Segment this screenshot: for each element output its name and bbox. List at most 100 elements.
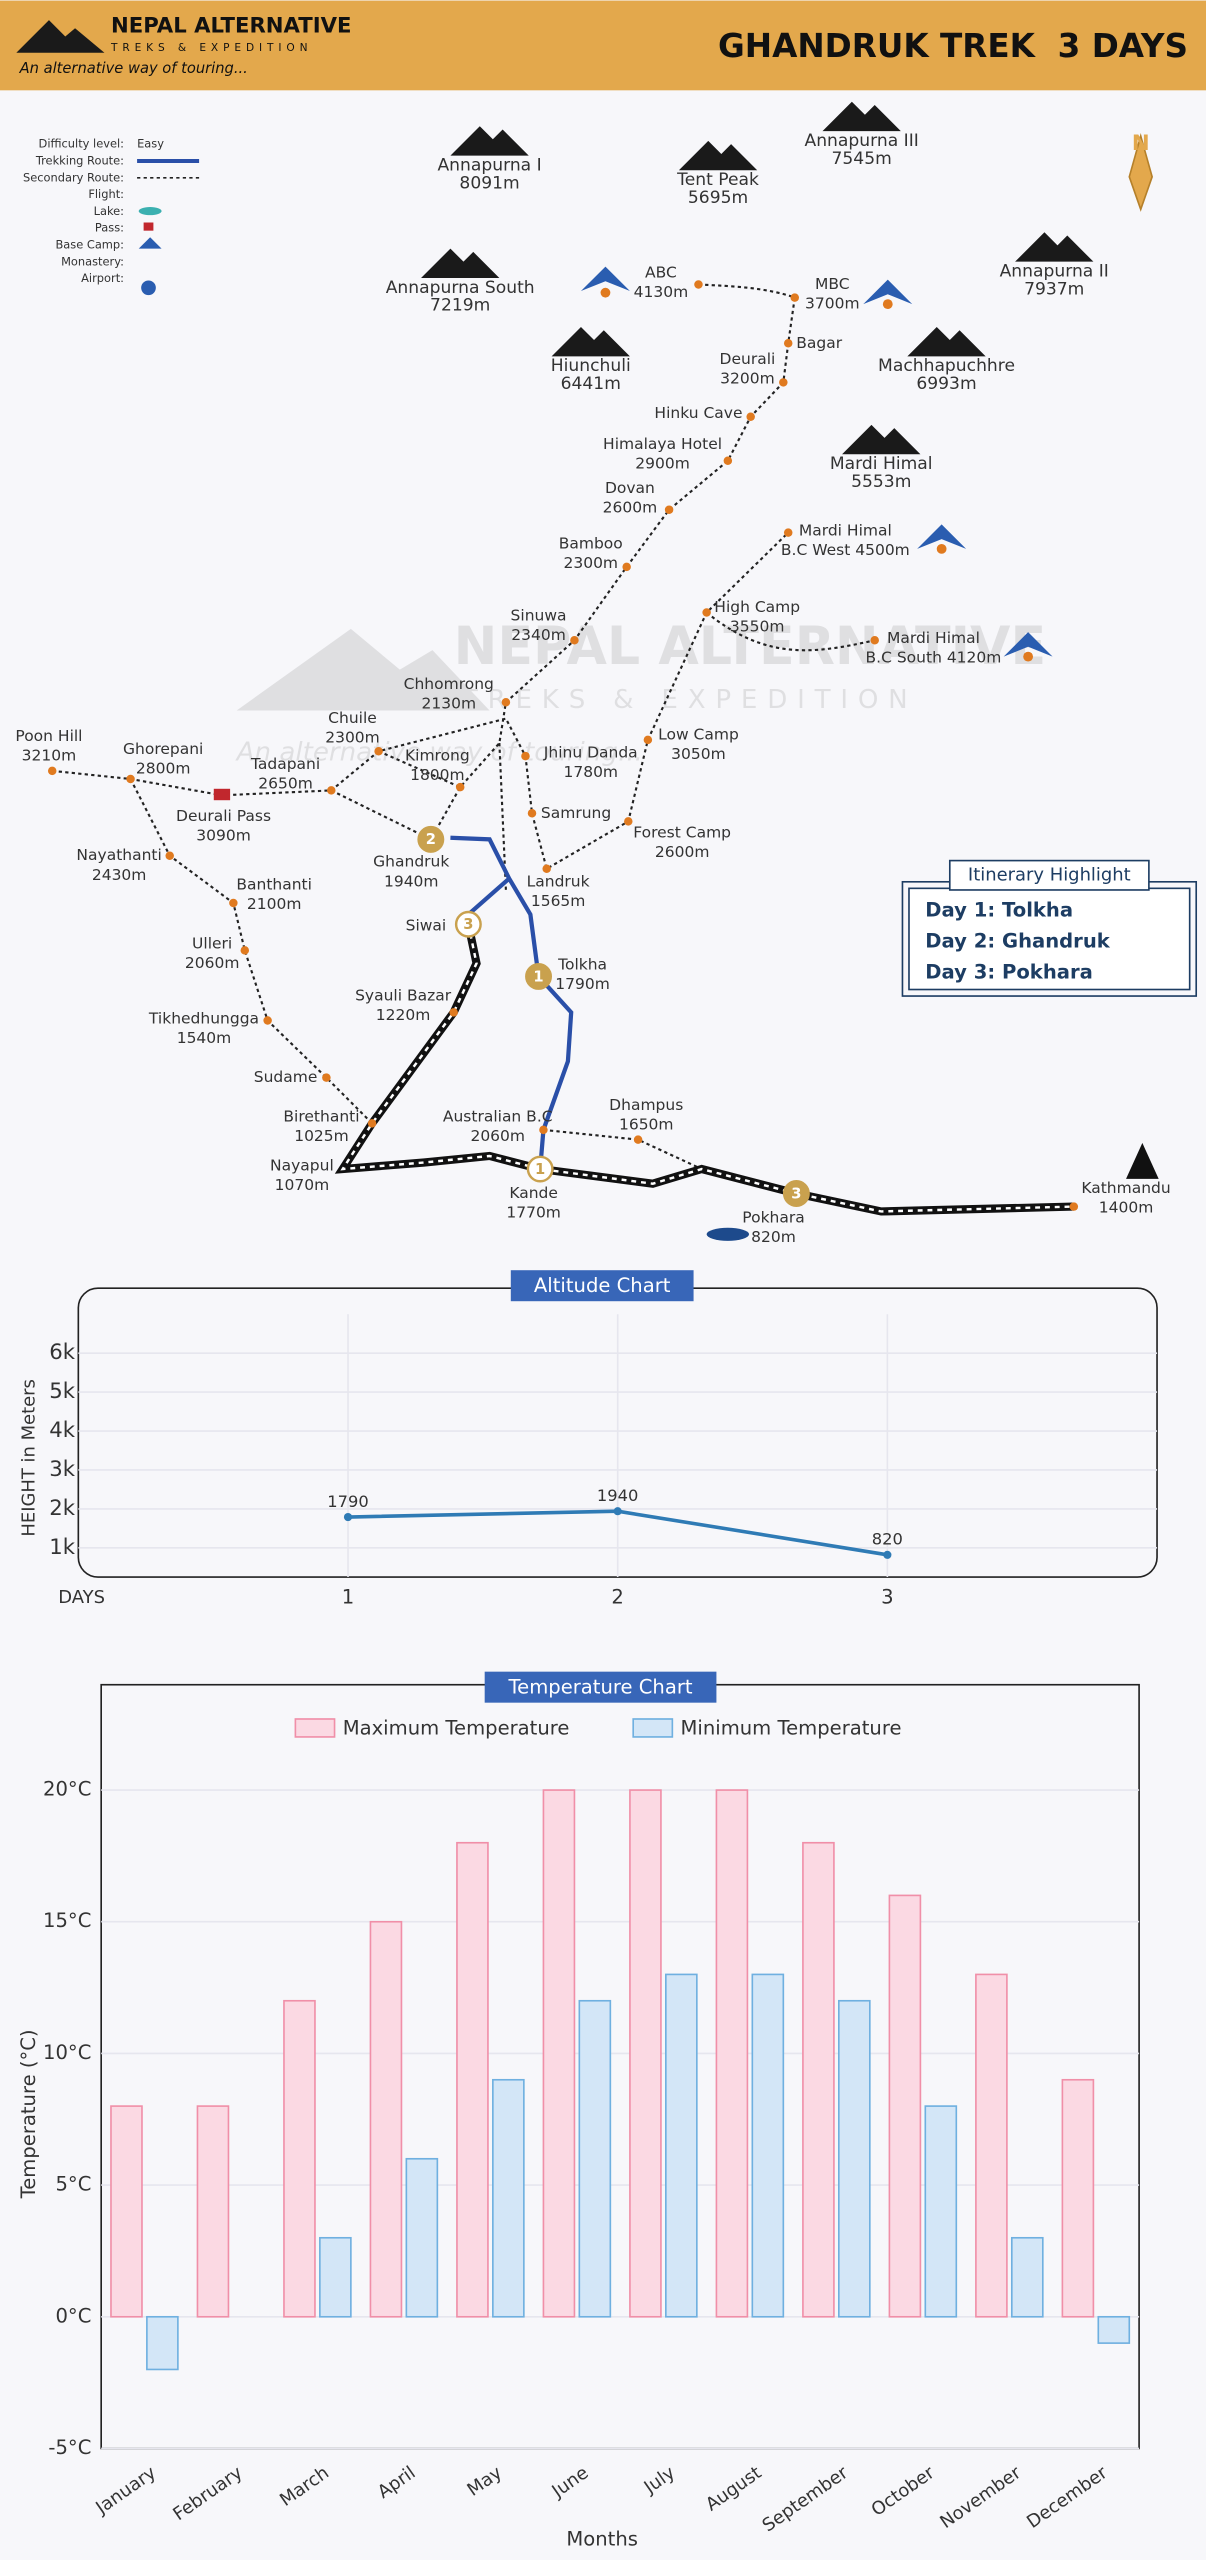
- place-dot: [542, 864, 551, 873]
- y-tick-label: 5°C: [55, 2173, 91, 2196]
- bar: [146, 2315, 179, 2371]
- place-altitude: 3550m: [730, 618, 785, 636]
- bar: [369, 1920, 403, 2318]
- place-dot: [367, 1119, 377, 1128]
- place-dot: [263, 1016, 272, 1025]
- place-altitude: 2650m: [258, 774, 313, 792]
- place-dot: [694, 280, 703, 289]
- place-name: Australian B.C: [443, 1107, 553, 1125]
- place-name: Kimrong: [405, 747, 470, 765]
- place-name: Himalaya Hotel: [603, 435, 722, 453]
- y-tick-label: 10°C: [43, 2041, 91, 2064]
- base-camp: [917, 524, 967, 549]
- place-name: Sinuwa: [511, 606, 567, 624]
- place-altitude: 1940m: [384, 872, 439, 890]
- place-dot: [322, 1073, 331, 1082]
- y-tick-label: -5°C: [48, 2436, 91, 2459]
- place-altitude: 1565m: [531, 892, 586, 910]
- y-tick-label: 6k: [49, 1340, 75, 1365]
- place-name: Ulleri: [192, 934, 232, 952]
- place-dot: [527, 809, 537, 818]
- legend-base: [138, 237, 162, 249]
- bar: [1097, 2315, 1131, 2344]
- value-label: 820: [872, 1530, 903, 1549]
- place-name: Poon Hill: [15, 727, 82, 745]
- bar: [1061, 2078, 1095, 2318]
- legend-pass: [143, 222, 154, 231]
- place-name: Birethanti: [283, 1107, 359, 1125]
- place-name: Samrung: [541, 804, 611, 822]
- peak-name: Mardi Himal: [830, 454, 933, 474]
- itinerary-place: Pokhara: [1002, 961, 1093, 984]
- place-altitude: 2060m: [470, 1127, 525, 1145]
- tagline: An alternative way of touring...: [19, 60, 248, 77]
- watermark-tagline: An alternative way of touring...: [235, 737, 643, 767]
- peak-altitude: 8091m: [459, 173, 519, 193]
- y-tick-label: 20°C: [43, 1778, 91, 1801]
- day-marker: [417, 825, 445, 853]
- place-altitude: 2430m: [92, 866, 147, 884]
- place-name: Dhampus: [609, 1096, 683, 1114]
- place-name: MBC: [815, 275, 850, 293]
- peak-name: Hiunchuli: [551, 356, 631, 376]
- trail: [129, 611, 875, 1170]
- compass: [1128, 132, 1154, 212]
- peak-icon: [551, 326, 630, 357]
- place-name: Pokhara: [742, 1208, 804, 1226]
- legend-label: Minimum Temperature: [681, 1716, 902, 1739]
- place-dot: [449, 1008, 458, 1017]
- place-altitude: 2600m: [603, 499, 658, 517]
- place-dot: [240, 946, 250, 955]
- place-dot: [779, 378, 788, 387]
- altitude-x-title: DAYS: [58, 1587, 105, 1608]
- peak-altitude: 6993m: [916, 374, 976, 394]
- place-dot: [702, 608, 711, 617]
- place-altitude: 1800m: [410, 766, 465, 784]
- place-dot: [374, 747, 383, 756]
- itinerary-inner: [908, 887, 1191, 991]
- itinerary-title-box: [948, 859, 1150, 891]
- lake: [706, 1227, 750, 1241]
- bar: [751, 1973, 785, 2318]
- place-dot: [783, 528, 793, 537]
- place-name: High Camp: [714, 598, 800, 616]
- altitude-y-title: HEIGHT in Meters: [18, 1379, 39, 1537]
- brand: NEPAL ALTERNATIVE: [111, 14, 352, 39]
- day-marker-label: 3: [791, 1185, 801, 1202]
- place-name: Jhinu Danda: [543, 743, 638, 761]
- place-dot: [570, 636, 579, 645]
- day-marker-label: 1: [535, 1161, 545, 1178]
- place-altitude: 3050m: [671, 745, 726, 763]
- itinerary-day: Day 1:: [925, 899, 995, 922]
- place-name: Ghorepani: [123, 740, 203, 758]
- place-dot: [723, 456, 733, 466]
- bar: [715, 1789, 749, 2318]
- place-name: Tikhedhungga: [148, 1009, 259, 1027]
- place-name: Kande: [509, 1184, 558, 1202]
- peak-icon: [678, 140, 758, 171]
- place-altitude: B.C South 4120m: [866, 649, 1002, 667]
- legend-label: Trekking Route:: [35, 153, 124, 167]
- y-tick-label: 1k: [49, 1535, 75, 1560]
- legend-label: Flight:: [88, 187, 124, 201]
- legend-swatch: [632, 1718, 674, 1738]
- day-marker: [525, 962, 553, 990]
- pass-flag: [213, 788, 231, 801]
- watermark: NEPAL ALTERNATIVE TREKS & EXPEDITION An …: [235, 617, 1047, 767]
- place-altitude: 3210m: [22, 747, 77, 765]
- compass-label: N: [1132, 131, 1150, 156]
- place-dot: [501, 698, 511, 707]
- place-altitude: 2340m: [511, 626, 566, 644]
- place-dot: [1069, 1202, 1079, 1211]
- y-tick-label: 2k: [49, 1496, 75, 1521]
- place-dot: [633, 1135, 643, 1144]
- point: [343, 1512, 353, 1522]
- bar: [1010, 2236, 1044, 2318]
- place-name: Deurali: [720, 350, 776, 368]
- y-tick-label: 0°C: [55, 2304, 91, 2327]
- place-altitude: 2300m: [563, 554, 618, 572]
- value-label: 1940: [597, 1486, 638, 1505]
- day-marker: [526, 1155, 554, 1183]
- x-tick-label: 2: [611, 1586, 623, 1609]
